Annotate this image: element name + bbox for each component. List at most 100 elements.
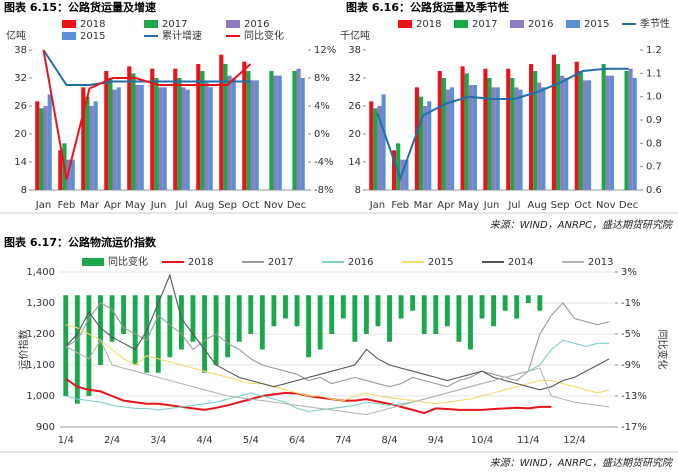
bar xyxy=(502,295,508,311)
x-tick-label: Sep xyxy=(551,200,570,211)
bar xyxy=(564,78,569,190)
x-tick-label: Aug xyxy=(527,200,547,211)
x-tick-label: Apr xyxy=(437,200,455,211)
bar xyxy=(127,66,132,190)
x-tick-label: 8/4 xyxy=(381,435,397,446)
bar xyxy=(427,101,432,190)
x-tick-label: 9/4 xyxy=(428,435,444,446)
y2-tick-label: -13% xyxy=(621,391,647,402)
bar xyxy=(387,295,392,342)
bar xyxy=(227,75,232,190)
bar xyxy=(340,295,346,319)
y-axis-unit: 亿吨 xyxy=(6,29,26,42)
bar xyxy=(213,295,219,365)
y2-tick-label: -4% xyxy=(314,157,333,168)
legend-label: 2016 xyxy=(348,257,373,268)
y-tick-label: 32 xyxy=(14,73,27,84)
y2-tick-label: 0% xyxy=(314,129,330,140)
x-tick-label: 5/4 xyxy=(243,435,259,446)
y2-tick-label: -8% xyxy=(314,185,333,196)
bar xyxy=(537,295,543,311)
bar xyxy=(468,85,473,190)
bar xyxy=(58,150,63,190)
x-tick-label: 1/4 xyxy=(58,435,74,446)
bar xyxy=(306,295,312,358)
legend-label: 2017 xyxy=(268,257,293,268)
bar xyxy=(248,295,254,334)
bar xyxy=(317,295,323,350)
bar xyxy=(578,71,583,190)
bar xyxy=(196,64,201,190)
y2-tick-label: 1.0 xyxy=(646,92,662,103)
legend-label: 2016 xyxy=(528,19,553,30)
bar xyxy=(223,64,228,190)
legend-label: 2014 xyxy=(508,257,533,268)
x-tick-label: May xyxy=(458,200,479,211)
chart-title: 图表 6.17：公路物流运价指数 xyxy=(4,235,157,249)
bar xyxy=(89,106,94,190)
legend-label: 2018 xyxy=(80,19,105,30)
y2-tick-label: -9% xyxy=(621,360,640,371)
y-tick-label: 8 xyxy=(21,185,27,196)
y2-axis-label: 同比变化 xyxy=(656,330,669,370)
bar xyxy=(178,295,184,350)
line xyxy=(376,67,629,182)
bar xyxy=(414,87,419,190)
bar xyxy=(605,75,610,190)
bar xyxy=(628,68,633,190)
legend-label: 累计增速 xyxy=(162,29,202,42)
bar xyxy=(236,295,242,342)
bar xyxy=(296,68,301,190)
bar xyxy=(116,87,121,190)
bar xyxy=(43,106,48,190)
legend-swatch xyxy=(226,20,240,28)
line xyxy=(42,49,252,180)
bar xyxy=(158,87,163,190)
x-tick-label: Oct xyxy=(574,200,591,211)
bar xyxy=(574,61,579,190)
bar xyxy=(139,85,144,190)
x-tick-label: 7/4 xyxy=(335,435,351,446)
y2-tick-label: 1.1 xyxy=(646,68,662,79)
y2-tick-label: 0.7 xyxy=(646,162,662,173)
bar xyxy=(441,78,446,190)
bar xyxy=(104,71,109,190)
bar xyxy=(410,295,416,311)
bar xyxy=(70,159,75,190)
y2-tick-label: 0.8 xyxy=(646,138,662,149)
y-tick-label: 1,200 xyxy=(26,329,55,340)
legend-swatch xyxy=(510,20,524,28)
bar xyxy=(144,295,150,373)
y2-tick-label: 8% xyxy=(314,73,330,84)
bar xyxy=(464,73,469,190)
bar xyxy=(352,295,358,342)
y2-tick-label: 0.6 xyxy=(646,185,662,196)
bar xyxy=(555,64,561,190)
bar xyxy=(514,87,519,190)
x-tick-label: Sep xyxy=(218,200,237,211)
legend-label: 季节性 xyxy=(640,17,670,30)
line xyxy=(65,339,610,416)
bar xyxy=(150,68,155,190)
x-tick-label: 11/4 xyxy=(517,435,539,446)
bar xyxy=(85,96,90,190)
x-tick-label: Jun xyxy=(483,200,500,211)
y-axis-unit: 千亿吨 xyxy=(340,29,370,42)
x-tick-label: Jul xyxy=(507,200,520,211)
x-tick-label: Feb xyxy=(391,200,409,211)
x-tick-label: Mar xyxy=(80,200,100,211)
legend-label: 2016 xyxy=(244,19,269,30)
bar xyxy=(283,295,288,319)
x-tick-label: 2/4 xyxy=(104,435,120,446)
bar xyxy=(456,295,462,342)
legend-label: 2018 xyxy=(188,257,213,268)
bar xyxy=(162,87,167,190)
x-tick-label: 4/4 xyxy=(196,435,212,446)
bar xyxy=(74,295,80,404)
bar xyxy=(418,96,424,190)
bar xyxy=(200,71,205,190)
bar xyxy=(483,68,488,190)
y-tick-label: 32 xyxy=(348,73,361,84)
bar xyxy=(112,89,117,190)
y2-tick-label: 4% xyxy=(314,101,330,112)
